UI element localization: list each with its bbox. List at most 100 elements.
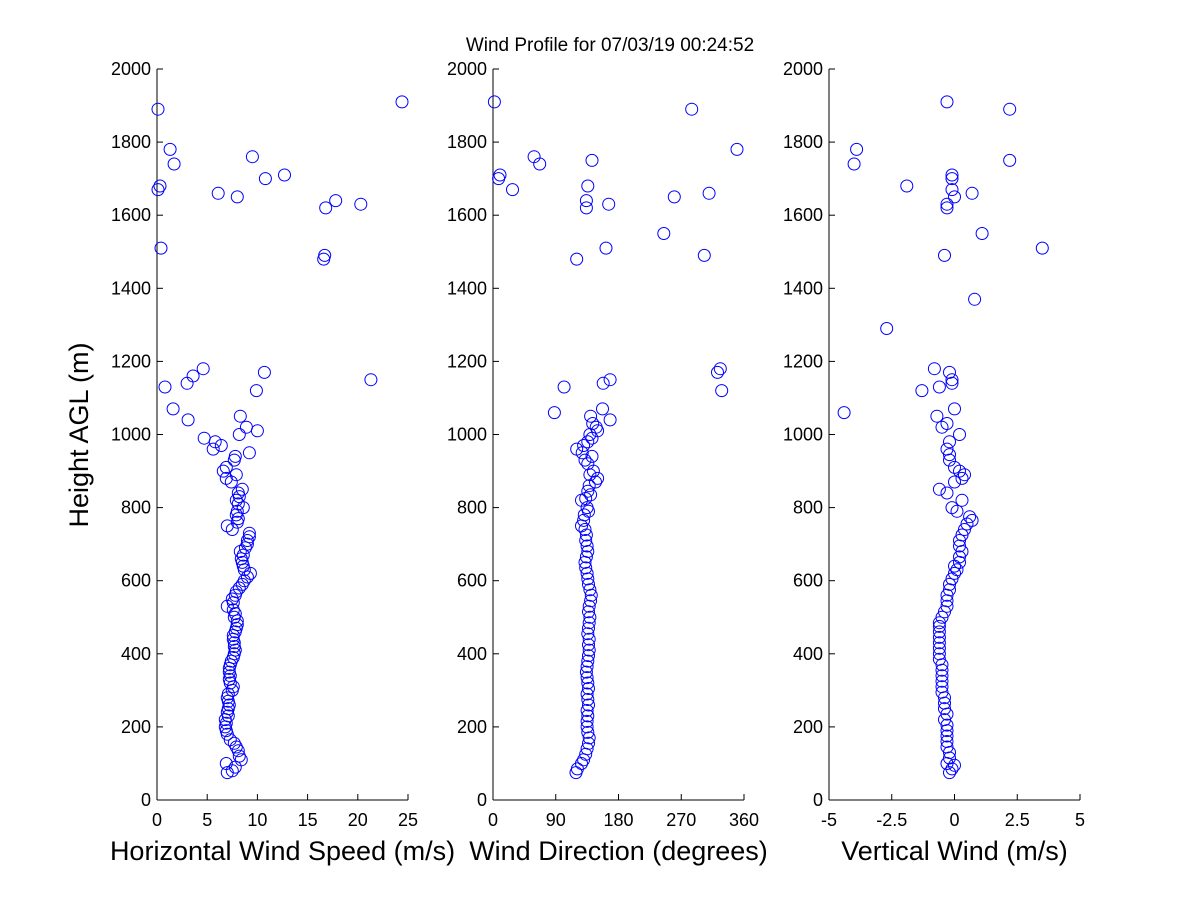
x-tick-label: -2.5 (876, 810, 907, 830)
data-point (229, 493, 243, 507)
x-tick-label: -5 (821, 810, 837, 830)
data-point (221, 687, 235, 701)
data-point (582, 479, 596, 493)
data-point (581, 693, 595, 706)
data-point (953, 464, 966, 478)
data-point (233, 409, 247, 423)
data-point (581, 676, 595, 690)
x-tick-label: 25 (398, 810, 418, 830)
data-point (227, 736, 241, 750)
data-point (583, 428, 597, 441)
data-point (151, 183, 165, 197)
data-point (582, 698, 595, 712)
data-point (580, 687, 594, 701)
data-point (945, 183, 959, 197)
data-point (557, 380, 571, 394)
x-tick-label: 15 (298, 810, 318, 830)
data-point (225, 592, 239, 606)
data-point (186, 369, 200, 383)
data-point (927, 362, 941, 376)
data-point (585, 153, 599, 167)
data-point (167, 157, 181, 171)
data-point (318, 248, 332, 262)
data-point (953, 534, 966, 547)
data-point (582, 643, 596, 657)
data-point (943, 583, 956, 597)
y-tick-label: 400 (121, 644, 151, 664)
y-tick-label: 1600 (783, 205, 823, 225)
data-point (581, 627, 595, 641)
x-tick-label: 0 (488, 810, 498, 830)
data-point (395, 95, 409, 109)
data-point (214, 439, 228, 452)
data-point (579, 561, 593, 575)
data-point (945, 762, 959, 776)
data-point (581, 654, 595, 668)
data-point (584, 488, 598, 502)
data-point (232, 581, 246, 595)
y-tick-label: 1400 (783, 278, 823, 298)
data-point (166, 402, 180, 416)
data-point (582, 736, 595, 750)
data-point (578, 523, 592, 536)
data-point (228, 607, 242, 621)
x-tick-label: 20 (348, 810, 368, 830)
data-point (163, 142, 177, 156)
data-point (158, 380, 172, 394)
data-point (154, 241, 168, 255)
data-point (583, 610, 597, 624)
y-tick-label: 1200 (783, 351, 823, 371)
data-point (940, 599, 954, 613)
data-point (219, 471, 233, 485)
x-tick-label: 5 (202, 810, 212, 830)
x-tick-label: 10 (247, 810, 267, 830)
data-point (582, 621, 595, 635)
data-point (319, 201, 333, 215)
data-point (935, 610, 949, 624)
data-point (940, 718, 954, 732)
data-point (581, 484, 595, 498)
data-point (940, 442, 954, 456)
data-point (940, 740, 954, 754)
data-point (596, 376, 610, 390)
data-point (578, 453, 592, 467)
data-point (231, 497, 245, 511)
data-point (953, 428, 966, 441)
data-points (151, 95, 409, 780)
data-point (945, 172, 959, 186)
data-point (527, 150, 541, 164)
data-point (230, 618, 244, 632)
data-point (715, 384, 729, 398)
data-point (586, 417, 600, 430)
data-point (730, 142, 744, 156)
data-point (713, 362, 727, 376)
data-point (965, 186, 979, 200)
data-point (1003, 153, 1017, 167)
data-point (580, 714, 594, 728)
data-point (657, 227, 671, 240)
y-tick-label: 1800 (111, 132, 151, 152)
y-tick-label: 600 (793, 571, 823, 591)
data-point (581, 457, 595, 471)
data-point (235, 482, 249, 496)
data-points (487, 95, 744, 780)
data-point (1035, 241, 1049, 255)
data-point (575, 757, 588, 770)
data-point (948, 190, 961, 204)
data-point (948, 475, 961, 489)
data-point (206, 442, 220, 456)
data-point (232, 428, 246, 441)
data-point (943, 365, 956, 379)
y-tick-label: 1000 (783, 425, 823, 445)
data-point (685, 102, 699, 116)
data-point (915, 384, 929, 398)
data-point (231, 744, 245, 758)
data-point (216, 464, 230, 478)
data-point (249, 384, 263, 398)
data-point (940, 417, 954, 430)
data-point (245, 150, 259, 164)
data-point (965, 513, 979, 527)
y-tick-label: 1200 (111, 351, 151, 371)
data-point (932, 380, 946, 394)
y-tick-label: 800 (121, 498, 151, 518)
